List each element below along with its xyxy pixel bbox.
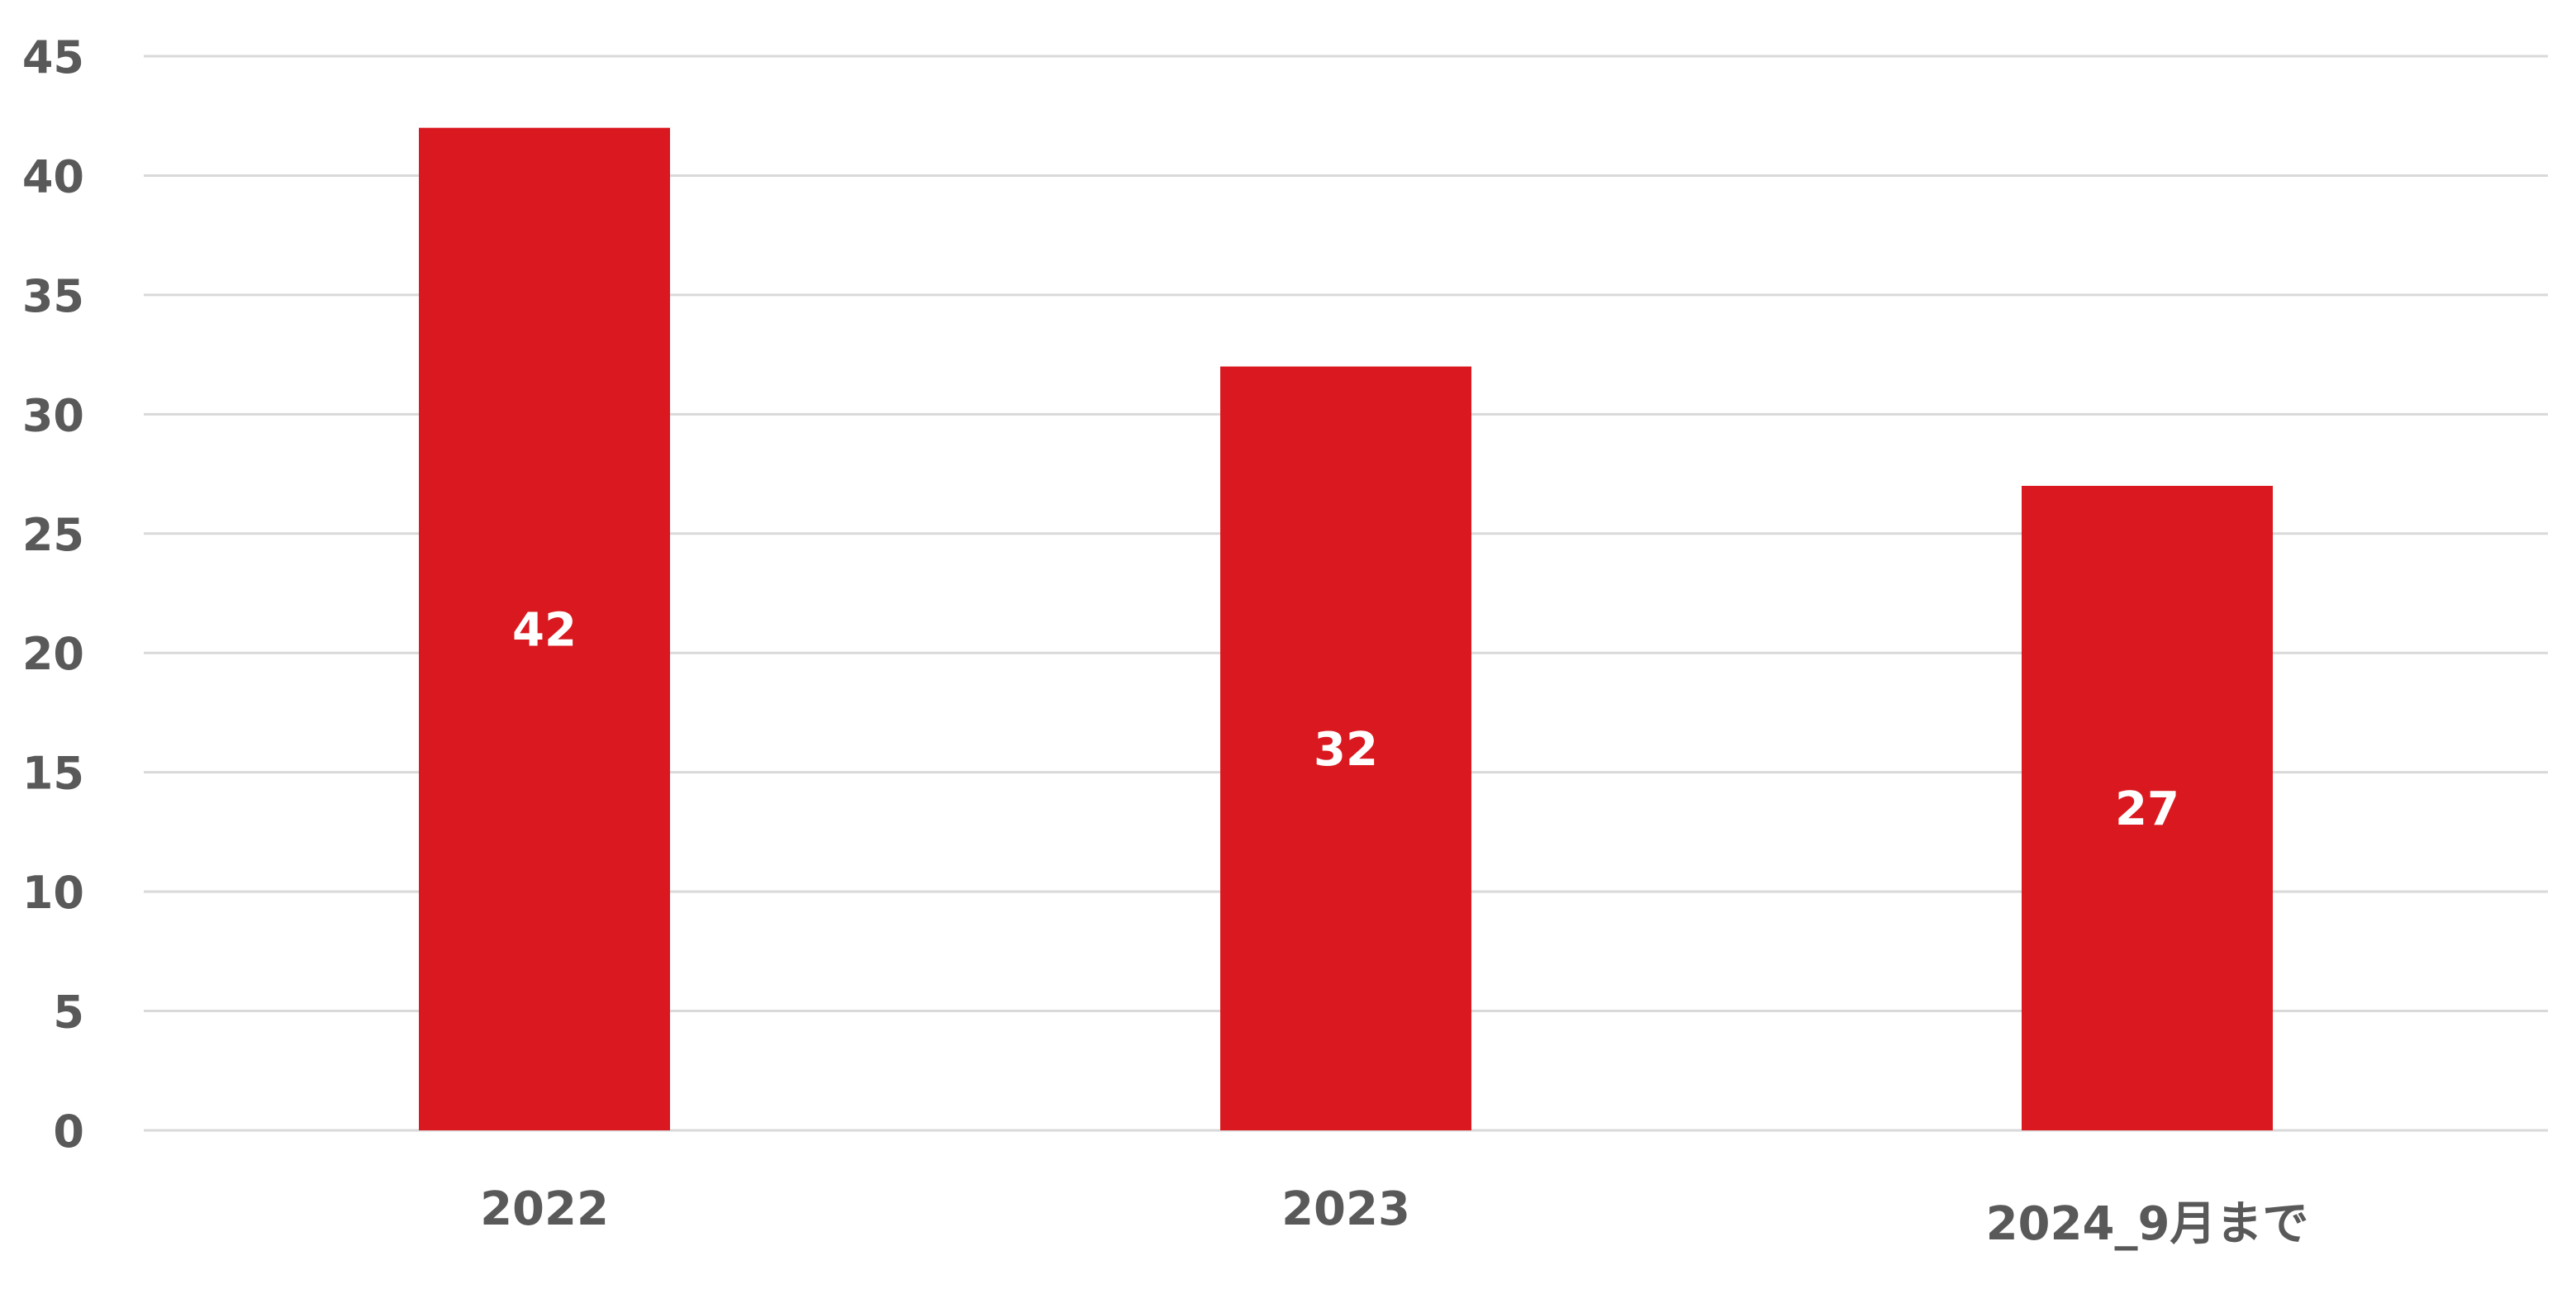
- data-label: 27: [2115, 782, 2179, 836]
- y-tick-label: 45: [22, 31, 84, 83]
- y-tick-label: 30: [22, 389, 84, 441]
- data-label: 32: [1314, 723, 1378, 777]
- data-label: 42: [512, 603, 577, 657]
- x-axis-ticks: 2022 2023 2024_9月まで: [480, 1182, 2308, 1251]
- bar: [2022, 486, 2273, 1130]
- x-tick-label: 2022: [480, 1182, 609, 1236]
- bar: [1220, 366, 1471, 1130]
- y-tick-label: 5: [53, 987, 84, 1039]
- y-tick-label: 25: [22, 509, 84, 561]
- bar: [419, 127, 670, 1131]
- y-tick-label: 0: [53, 1106, 84, 1158]
- x-tick-label: 2023: [1281, 1182, 1410, 1236]
- y-tick-label: 15: [22, 748, 84, 800]
- bars: [419, 127, 2273, 1131]
- data-labels: 42 32 27: [512, 603, 2179, 836]
- y-tick-label: 10: [22, 867, 84, 919]
- y-tick-label: 35: [22, 270, 84, 322]
- y-tick-label: 20: [22, 628, 84, 680]
- y-axis-ticks: 0 5 10 15 20 25 30 35 40 45: [22, 31, 84, 1158]
- y-tick-label: 40: [22, 150, 84, 202]
- x-tick-label: 2024_9月まで: [1986, 1197, 2309, 1251]
